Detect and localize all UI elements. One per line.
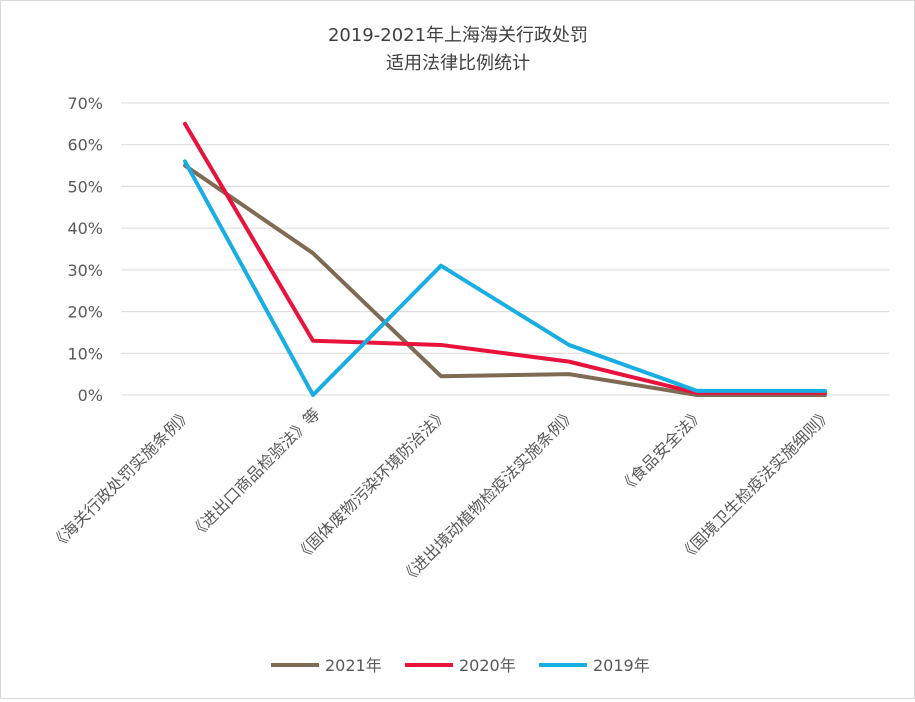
x-tick-label: 《海关行政处罚实施条例》 <box>47 404 196 553</box>
series-line-2019年 <box>183 159 827 397</box>
y-tick-label: 70% <box>67 94 103 113</box>
y-tick-label: 30% <box>67 261 103 280</box>
chart-title: 2019-2021年上海海关行政处罚 <box>328 25 588 46</box>
legend-item: 2019年 <box>539 656 650 675</box>
grid-lines <box>121 102 889 396</box>
legend-item: 2021年 <box>271 656 382 675</box>
legend-item: 2020年 <box>405 656 516 675</box>
legend: 2021年 2020年 2019年 <box>271 656 650 675</box>
series-line-2021年 <box>183 163 827 397</box>
y-axis-ticks: 0% 10% 20% 30% 40% 50% 60% 70% <box>67 94 103 405</box>
x-tick-label: 《进出口商品检验法》等 <box>186 404 324 542</box>
legend-label: 2020年 <box>459 656 516 675</box>
legend-label: 2019年 <box>593 656 650 675</box>
series-lines <box>183 121 827 397</box>
y-tick-label: 60% <box>67 136 103 155</box>
x-tick-label: 《固体废物污染环境防治法》 <box>291 404 452 565</box>
y-tick-label: 50% <box>67 177 103 196</box>
x-tick-label: 《食品安全法》 <box>615 404 708 497</box>
y-tick-label: 20% <box>67 303 103 322</box>
series-line-2020年 <box>183 121 827 395</box>
x-axis-ticks: 《海关行政处罚实施条例》《进出口商品检验法》等《固体废物污染环境防治法》《进出境… <box>47 404 836 587</box>
y-tick-label: 0% <box>78 386 103 405</box>
y-tick-label: 40% <box>67 219 103 238</box>
y-tick-label: 10% <box>67 344 103 363</box>
legend-label: 2021年 <box>325 656 382 675</box>
chart-subtitle: 适用法律比例统计 <box>386 53 530 74</box>
x-tick-label: 《国境卫生检疫法实施细则》 <box>675 404 836 565</box>
